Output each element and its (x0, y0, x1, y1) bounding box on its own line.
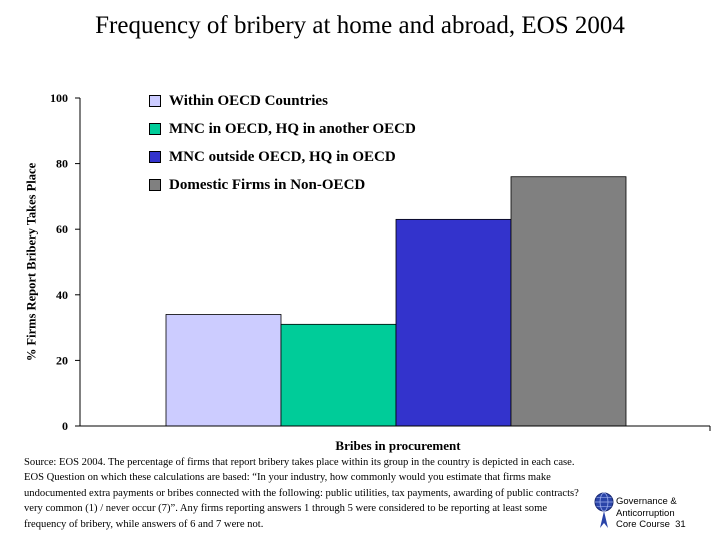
footer-branding: Governance & Anticorruption Core Course … (616, 496, 686, 531)
legend-item-4: Domestic Firms in Non-OECD (149, 176, 365, 194)
bar-4 (510, 176, 627, 427)
y-tick-label-20: 20 (56, 353, 68, 367)
legend-label-2: MNC in OECD, HQ in another OECD (169, 120, 416, 137)
y-tick-label-40: 40 (56, 288, 68, 302)
bar-3 (395, 218, 512, 427)
globe-logo-icon (594, 492, 614, 528)
legend-swatch-1 (149, 95, 161, 107)
footer-line-1: Governance & (616, 496, 677, 507)
footer-line-2: Anticorruption (616, 507, 675, 519)
legend-swatch-4 (149, 179, 161, 191)
bar-2 (280, 323, 397, 427)
y-tick-label-0: 0 (62, 419, 68, 433)
footer-line-3: Core Course 31 (616, 519, 686, 531)
legend-item-3: MNC outside OECD, HQ in OECD (149, 148, 396, 166)
x-axis-category-label: Bribes in procurement (335, 438, 461, 453)
footer-course-label: Core Course (616, 519, 670, 530)
legend-item-2: MNC in OECD, HQ in another OECD (149, 120, 416, 138)
bar-1 (165, 314, 282, 427)
legend-item-1: Within OECD Countries (149, 92, 328, 110)
chart-legend: Within OECD Countries MNC in OECD, HQ in … (132, 88, 480, 202)
source-note: Source: EOS 2004. The percentage of firm… (24, 457, 579, 530)
legend-swatch-2 (149, 123, 161, 135)
y-tick-label-60: 60 (56, 222, 68, 236)
legend-label-3: MNC outside OECD, HQ in OECD (169, 148, 396, 165)
legend-label-1: Within OECD Countries (169, 92, 328, 109)
legend-swatch-3 (149, 151, 161, 163)
slide-number: 31 (675, 519, 686, 530)
y-tick-label-80: 80 (56, 157, 68, 171)
slide-title: Frequency of bribery at home and abroad,… (95, 12, 625, 39)
legend-label-4: Domestic Firms in Non-OECD (169, 176, 366, 193)
y-tick-label-100: 100 (50, 91, 68, 105)
